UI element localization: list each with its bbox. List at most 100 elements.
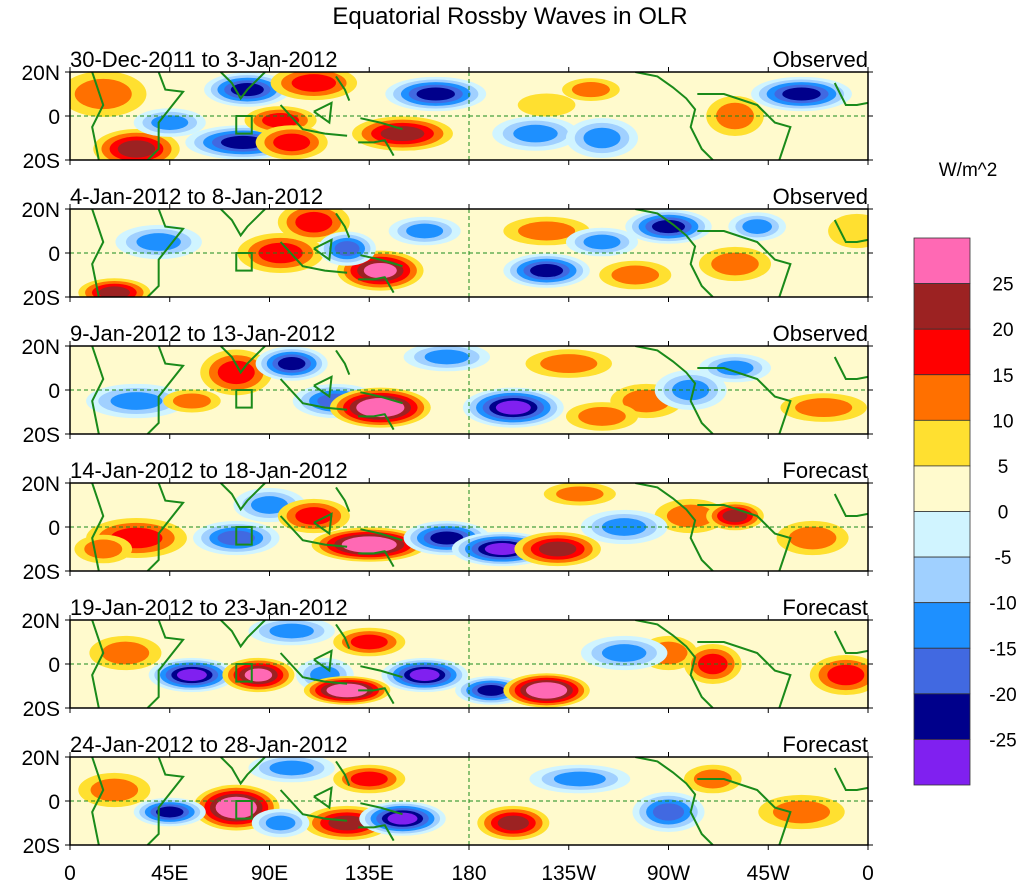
anomaly-contour	[117, 140, 156, 158]
coastline	[635, 72, 714, 160]
anomaly-contour	[553, 771, 606, 787]
y-tick-label: 20N	[21, 336, 60, 359]
coastline	[360, 665, 403, 679]
coastline	[358, 139, 395, 157]
coastline	[91, 72, 105, 160]
anomaly-contour	[269, 623, 314, 639]
anomaly-contour	[277, 357, 306, 371]
coastline	[220, 483, 266, 512]
coastline	[697, 93, 792, 160]
coastline	[833, 356, 868, 380]
anomaly-contour	[84, 539, 123, 559]
anomaly-contour	[672, 379, 710, 401]
colorbar-swatch	[913, 602, 971, 649]
y-tick-label: 20N	[21, 473, 60, 496]
anomaly-contour	[828, 213, 868, 249]
anomaly-contour	[531, 684, 562, 697]
y-tick-label: 0	[48, 517, 60, 540]
y-tick-label: 20N	[21, 62, 60, 85]
reference-box	[235, 800, 253, 820]
anomaly-contour	[406, 223, 444, 239]
panel-period: 19-Jan-2012 to 23-Jan-2012	[70, 595, 348, 620]
anomaly-contour	[517, 93, 576, 117]
coastline	[833, 767, 868, 791]
colorbar-swatch	[913, 693, 971, 740]
y-tick-label: 0	[48, 243, 60, 266]
anomaly-contour	[98, 286, 130, 297]
anomaly-contour	[827, 664, 865, 686]
coastline	[358, 413, 395, 431]
colorbar-swatch	[913, 739, 971, 786]
reference-box	[235, 115, 253, 135]
coastline	[313, 512, 333, 536]
coastline	[146, 209, 185, 297]
anomaly-contour	[172, 393, 211, 409]
colorbar-label: -5	[995, 548, 1012, 569]
anomaly-contour	[349, 538, 390, 551]
coastline	[833, 493, 868, 517]
anomaly-contour	[540, 354, 598, 374]
coastline	[279, 789, 348, 822]
anomaly-contour	[711, 252, 759, 276]
coastline	[91, 483, 105, 571]
colorbar-label: 10	[992, 411, 1013, 432]
x-tick-label: 0	[64, 862, 76, 885]
y-tick-label: 20N	[21, 199, 60, 222]
anomaly-contour	[155, 806, 184, 818]
panel-period: 14-Jan-2012 to 18-Jan-2012	[70, 458, 348, 483]
coastline	[279, 652, 348, 685]
colorbar-label: -25	[989, 730, 1016, 751]
coastline	[335, 75, 351, 101]
coastline	[635, 209, 714, 297]
anomaly-contour	[273, 133, 311, 152]
colorbar-swatch	[913, 328, 971, 376]
anomaly-contour	[497, 815, 529, 831]
coastline	[91, 346, 105, 434]
anomaly-contour	[772, 800, 831, 824]
map-panel-5	[70, 620, 868, 708]
anomaly-contour	[262, 113, 300, 128]
reference-box	[235, 389, 253, 409]
anomaly-contour	[601, 644, 647, 662]
coastline	[358, 824, 395, 842]
colorbar-swatch	[913, 465, 971, 512]
coastline	[335, 349, 351, 375]
anomaly-contour	[265, 815, 296, 831]
coastline	[635, 620, 714, 708]
anomaly-contour	[698, 653, 728, 675]
coastline	[313, 649, 333, 673]
coastline	[697, 641, 792, 708]
anomaly-contour	[495, 400, 531, 415]
colorbar-label: 25	[992, 275, 1013, 296]
coastline	[360, 802, 403, 816]
coastline	[697, 504, 792, 571]
coastline	[146, 346, 185, 434]
anomaly-contour	[651, 220, 686, 234]
anomaly-contour	[295, 211, 333, 233]
x-tick-label: 45W	[747, 862, 790, 885]
coastline	[358, 276, 395, 294]
panel-status: Observed	[773, 47, 868, 72]
anomaly-contour	[350, 771, 388, 787]
map-panel-4	[70, 483, 868, 571]
y-tick-label: 20S	[23, 150, 60, 173]
coastline	[697, 230, 792, 297]
colorbar-label: 15	[992, 366, 1013, 387]
anomaly-contour	[90, 778, 139, 802]
colorbar-swatch	[913, 237, 971, 284]
coastline	[635, 346, 714, 434]
reference-box	[235, 663, 253, 683]
map-panel-3	[70, 346, 868, 434]
anomaly-contour	[101, 641, 150, 665]
anomaly-contour	[110, 392, 163, 410]
map-panel-6	[70, 757, 868, 845]
anomaly-contour	[334, 241, 360, 257]
anomaly-contour	[291, 74, 337, 92]
panel-status: Observed	[773, 184, 868, 209]
coastline	[91, 209, 105, 297]
anomaly-contour	[363, 262, 397, 279]
y-tick-label: 20S	[23, 835, 60, 858]
coastline	[220, 620, 266, 649]
y-tick-label: 20N	[21, 747, 60, 770]
x-tick-label: 45E	[151, 862, 188, 885]
